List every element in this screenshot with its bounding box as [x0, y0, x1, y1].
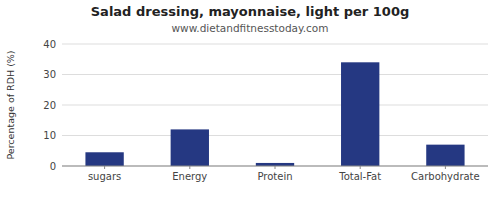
grid-line: [62, 74, 488, 75]
bar: [85, 152, 123, 166]
x-tick: [275, 166, 276, 169]
bar: [341, 62, 379, 166]
chart-container: Salad dressing, mayonnaise, light per 10…: [0, 0, 500, 200]
x-tick-label: Protein: [257, 171, 292, 182]
bar: [426, 145, 464, 166]
bar: [171, 129, 209, 166]
y-tick-label: 20: [43, 100, 56, 111]
x-tick-label: sugars: [88, 171, 121, 182]
x-tick-label: Total-Fat: [338, 171, 381, 182]
x-tick-label: Carbohydrate: [411, 171, 480, 182]
grid: [62, 44, 488, 166]
y-tick-label: 0: [50, 161, 56, 172]
chart-svg: Salad dressing, mayonnaise, light per 10…: [0, 0, 500, 200]
grid-line: [62, 44, 488, 45]
bars: [85, 62, 464, 166]
x-tick: [189, 166, 190, 169]
y-axis-label: Percentage of RDH (%): [5, 50, 16, 159]
grid-line: [62, 105, 488, 106]
grid-line: [62, 135, 488, 136]
y-tick-label: 10: [43, 130, 56, 141]
x-tick: [445, 166, 446, 169]
x-tick: [360, 166, 361, 169]
title: Salad dressing, mayonnaise, light per 10…: [91, 4, 409, 19]
y-tick-label: 40: [43, 39, 56, 50]
x-tick-label: Energy: [172, 171, 207, 182]
y-tick-label: 30: [43, 69, 56, 80]
x-tick: [104, 166, 105, 169]
subtitle: www.dietandfitnesstoday.com: [172, 22, 329, 34]
